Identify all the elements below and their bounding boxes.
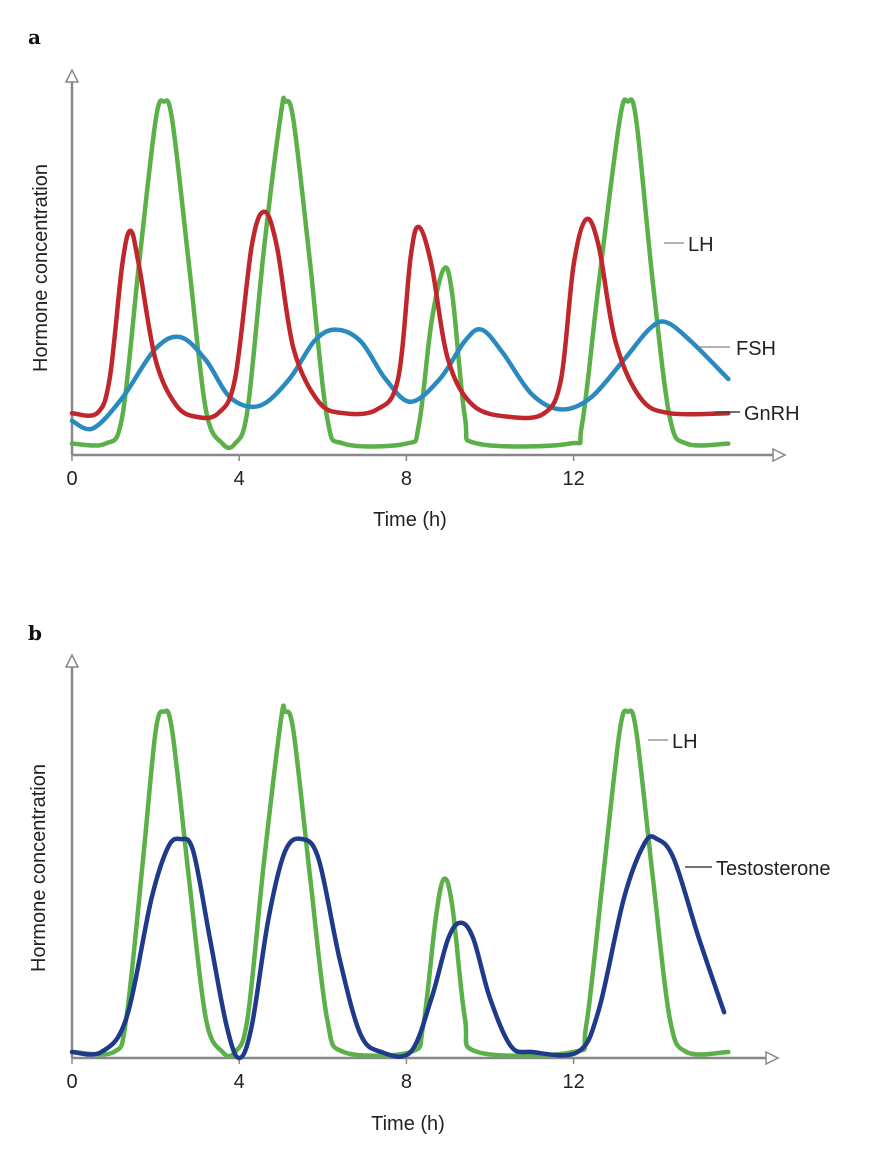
series-label-fsh: FSH (736, 338, 776, 360)
x-axis-arrow (772, 447, 787, 463)
x-tick-label: 12 (562, 468, 584, 490)
x-tick-label: 12 (562, 1071, 584, 1093)
x-axis-arrow (765, 1050, 780, 1066)
y-axis-arrow (64, 653, 80, 668)
series-labels: LH Testosterone (648, 731, 831, 880)
panel-b: b 0 4 8 12 Time (h) Hormone concentration L… (28, 621, 831, 1135)
series-label-lh: LH (688, 234, 714, 256)
panel-a: a 0 4 8 12 Time (h) Hormone concentration L… (28, 25, 800, 531)
axes (64, 68, 787, 463)
series-line-lh (69, 95, 731, 451)
x-tick-label: 8 (401, 468, 412, 490)
series-line-testosterone (69, 834, 727, 1061)
y-axis-label: Hormone concentration (28, 764, 50, 972)
series-line-gnrh (69, 209, 731, 421)
series-lines (69, 703, 731, 1061)
series-label-gnrh: GnRH (744, 403, 800, 425)
series-lines (69, 95, 731, 451)
y-axis-arrow (64, 68, 80, 83)
x-tick-labels: 0 4 8 12 (66, 1071, 584, 1093)
x-tick-labels: 0 4 8 12 (66, 468, 584, 490)
series-label-testosterone: Testosterone (716, 858, 831, 880)
panel-label: a (28, 25, 41, 49)
x-tick-label: 0 (66, 468, 77, 490)
y-axis-label: Hormone concentration (30, 164, 52, 372)
x-tick-label: 8 (401, 1071, 412, 1093)
series-labels: LH FSH GnRH (664, 234, 800, 425)
x-tick-label: 0 (66, 1071, 77, 1093)
series-line-lh (69, 703, 731, 1059)
x-axis-label: Time (h) (373, 509, 447, 531)
x-tick-label: 4 (234, 1071, 245, 1093)
x-axis-label: Time (h) (371, 1113, 445, 1135)
axes (64, 653, 780, 1066)
x-tick-label: 4 (234, 468, 245, 490)
panel-label: b (28, 621, 42, 645)
series-label-lh: LH (672, 731, 698, 753)
